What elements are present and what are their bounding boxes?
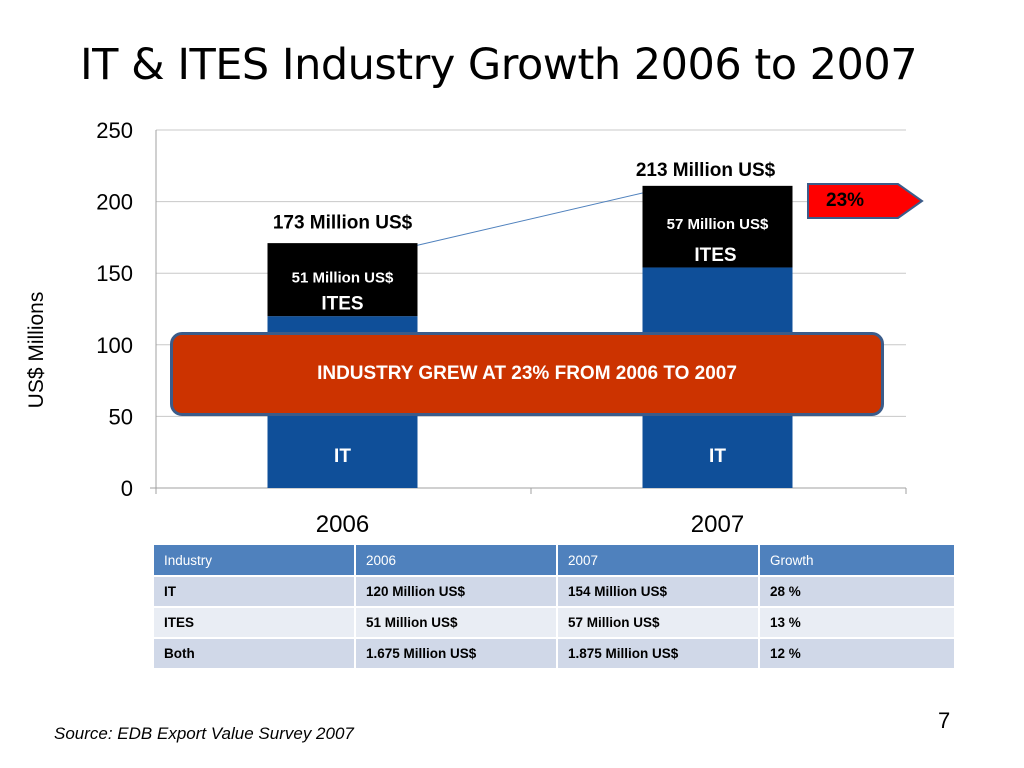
table-cell: 13 %: [759, 607, 956, 639]
table-cell: 154 Million US$: [557, 576, 760, 608]
page-number: 7: [938, 708, 951, 733]
slide-title: IT & ITES Industry Growth 2006 to 2007: [80, 40, 918, 90]
table-header-row: Industry 2006 2007 Growth: [154, 545, 956, 577]
segment-value-label: 51 Million US$: [292, 269, 394, 286]
segment-series-label: IT: [709, 446, 726, 467]
table-cell: 120 Million US$: [355, 576, 558, 608]
x-tick-label: 2006: [316, 511, 369, 538]
growth-arrow-callout: 23%: [806, 178, 924, 224]
table-header-cell: Growth: [759, 545, 956, 577]
table-cell: Both: [154, 638, 356, 670]
arrow-shape-icon: [807, 183, 924, 219]
growth-banner-text: INDUSTRY GREW AT 23% FROM 2006 TO 2007: [317, 363, 737, 384]
y-tick-label: 0: [121, 476, 133, 501]
growth-banner: INDUSTRY GREW AT 23% FROM 2006 TO 2007: [170, 332, 884, 416]
stacked-bar-chart: 0 50 100 150 200 250 2006 2007 173 Million US$ 21…: [96, 118, 907, 538]
table-cell: 51 Million US$: [355, 607, 558, 639]
y-tick-label: 200: [96, 190, 133, 215]
table-cell: 12 %: [759, 638, 956, 670]
table-cell: 1.875 Million US$: [557, 638, 760, 670]
y-tick-label: 250: [96, 118, 133, 143]
segment-series-label: ITES: [321, 293, 363, 314]
table-header-cell: Industry: [154, 545, 356, 577]
table-row: IT 120 Million US$ 154 Million US$ 28 %: [154, 576, 956, 608]
source-note: Source: EDB Export Value Survey 2007: [54, 724, 354, 743]
table-header-cell: 2006: [355, 545, 558, 577]
segment-value-label: 57 Million US$: [667, 216, 769, 233]
total-value-label: 213 Million US$: [636, 160, 776, 181]
table-cell: 28 %: [759, 576, 956, 608]
segment-series-label: ITES: [694, 245, 736, 266]
segment-series-label: IT: [334, 446, 351, 467]
table-row: ITES 51 Million US$ 57 Million US$ 13 %: [154, 607, 956, 639]
table-cell: IT: [154, 576, 356, 608]
y-tick-label: 100: [96, 333, 133, 358]
table-row: Both 1.675 Million US$ 1.875 Million US$…: [154, 638, 956, 670]
total-value-label: 173 Million US$: [273, 212, 413, 233]
table-cell: ITES: [154, 607, 356, 639]
y-tick-label: 150: [96, 261, 133, 286]
bar-ites: [267, 243, 418, 317]
growth-trend-line: [417, 192, 643, 246]
y-axis-label: US$ Millions: [25, 291, 48, 409]
table-header-cell: 2007: [557, 545, 760, 577]
y-tick-label: 50: [109, 404, 133, 429]
bar-ites: [642, 185, 793, 268]
growth-arrow-label: 23%: [826, 190, 865, 211]
table-cell: 1.675 Million US$: [355, 638, 558, 670]
industry-growth-table: Industry 2006 2007 Growth IT 120 Million…: [154, 545, 956, 670]
table-cell: 57 Million US$: [557, 607, 760, 639]
x-tick-label: 2007: [691, 511, 744, 538]
